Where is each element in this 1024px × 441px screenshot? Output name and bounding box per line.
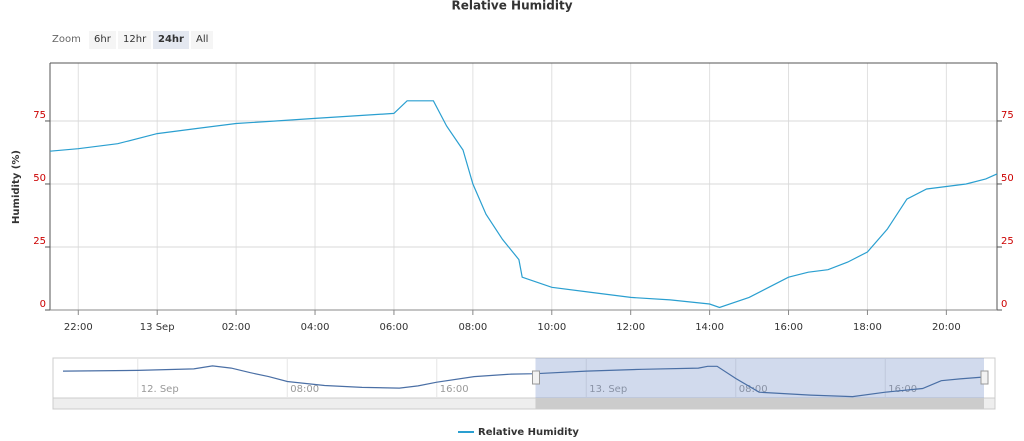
navigator-frame <box>52 357 996 399</box>
y-tick-label: 50 <box>33 173 46 184</box>
chart-title: Relative Humidity <box>451 0 572 13</box>
x-tick-label: 12:00 <box>616 322 645 333</box>
y-tick-label: 25 <box>33 236 46 247</box>
x-tick-label: 20:00 <box>932 322 961 333</box>
x-tick-label: 10:00 <box>537 322 566 333</box>
scrollbar-thumb <box>535 398 984 409</box>
navigator-handle <box>531 370 540 385</box>
y2-tick-label: 25 <box>1001 236 1014 247</box>
zoom-button[interactable]: 24hr <box>153 31 189 49</box>
line <box>62 365 985 398</box>
x-tick-label: 08:00 <box>458 322 487 333</box>
navigator-tick-label: 16:00 <box>888 384 917 395</box>
navigator-handle <box>980 370 989 385</box>
x-tick-label: 18:00 <box>853 322 882 333</box>
y-axis-title: Humidity (%) <box>11 150 22 224</box>
y2-tick-label: 50 <box>1001 173 1014 184</box>
y-tick-label: 0 <box>40 299 46 310</box>
x-tick-label: 06:00 <box>380 322 409 333</box>
x-tick-label: 02:00 <box>222 322 251 333</box>
navigator-tick-label: 16:00 <box>440 384 469 395</box>
x-tick-label: 04:00 <box>301 322 330 333</box>
navigator-tick-label: 12. Sep <box>141 384 179 395</box>
x-tick-label: 22:00 <box>64 322 93 333</box>
scrollbar[interactable] <box>52 397 996 410</box>
navigator-tick-label: 13. Sep <box>589 384 627 395</box>
y-tick-label: 75 <box>33 110 46 121</box>
zoom-button[interactable]: All <box>191 31 214 49</box>
x-tick-label: 16:00 <box>774 322 803 333</box>
zoom-button[interactable]: 6hr <box>89 31 116 49</box>
y2-tick-label: 0 <box>1001 299 1007 310</box>
x-tick-label: 14:00 <box>695 322 724 333</box>
zoom-button: Zoom <box>52 34 81 45</box>
navigator-tick-label: 08:00 <box>739 384 768 395</box>
line <box>49 100 998 309</box>
legend-label: Relative Humidity <box>478 427 579 438</box>
navigator-mask <box>535 358 984 398</box>
x-tick-label: 13 Sep <box>140 322 175 333</box>
navigator-tick-label: 08:00 <box>290 384 319 395</box>
zoom-button[interactable]: 12hr <box>118 31 152 49</box>
y2-tick-label: 75 <box>1001 110 1014 121</box>
